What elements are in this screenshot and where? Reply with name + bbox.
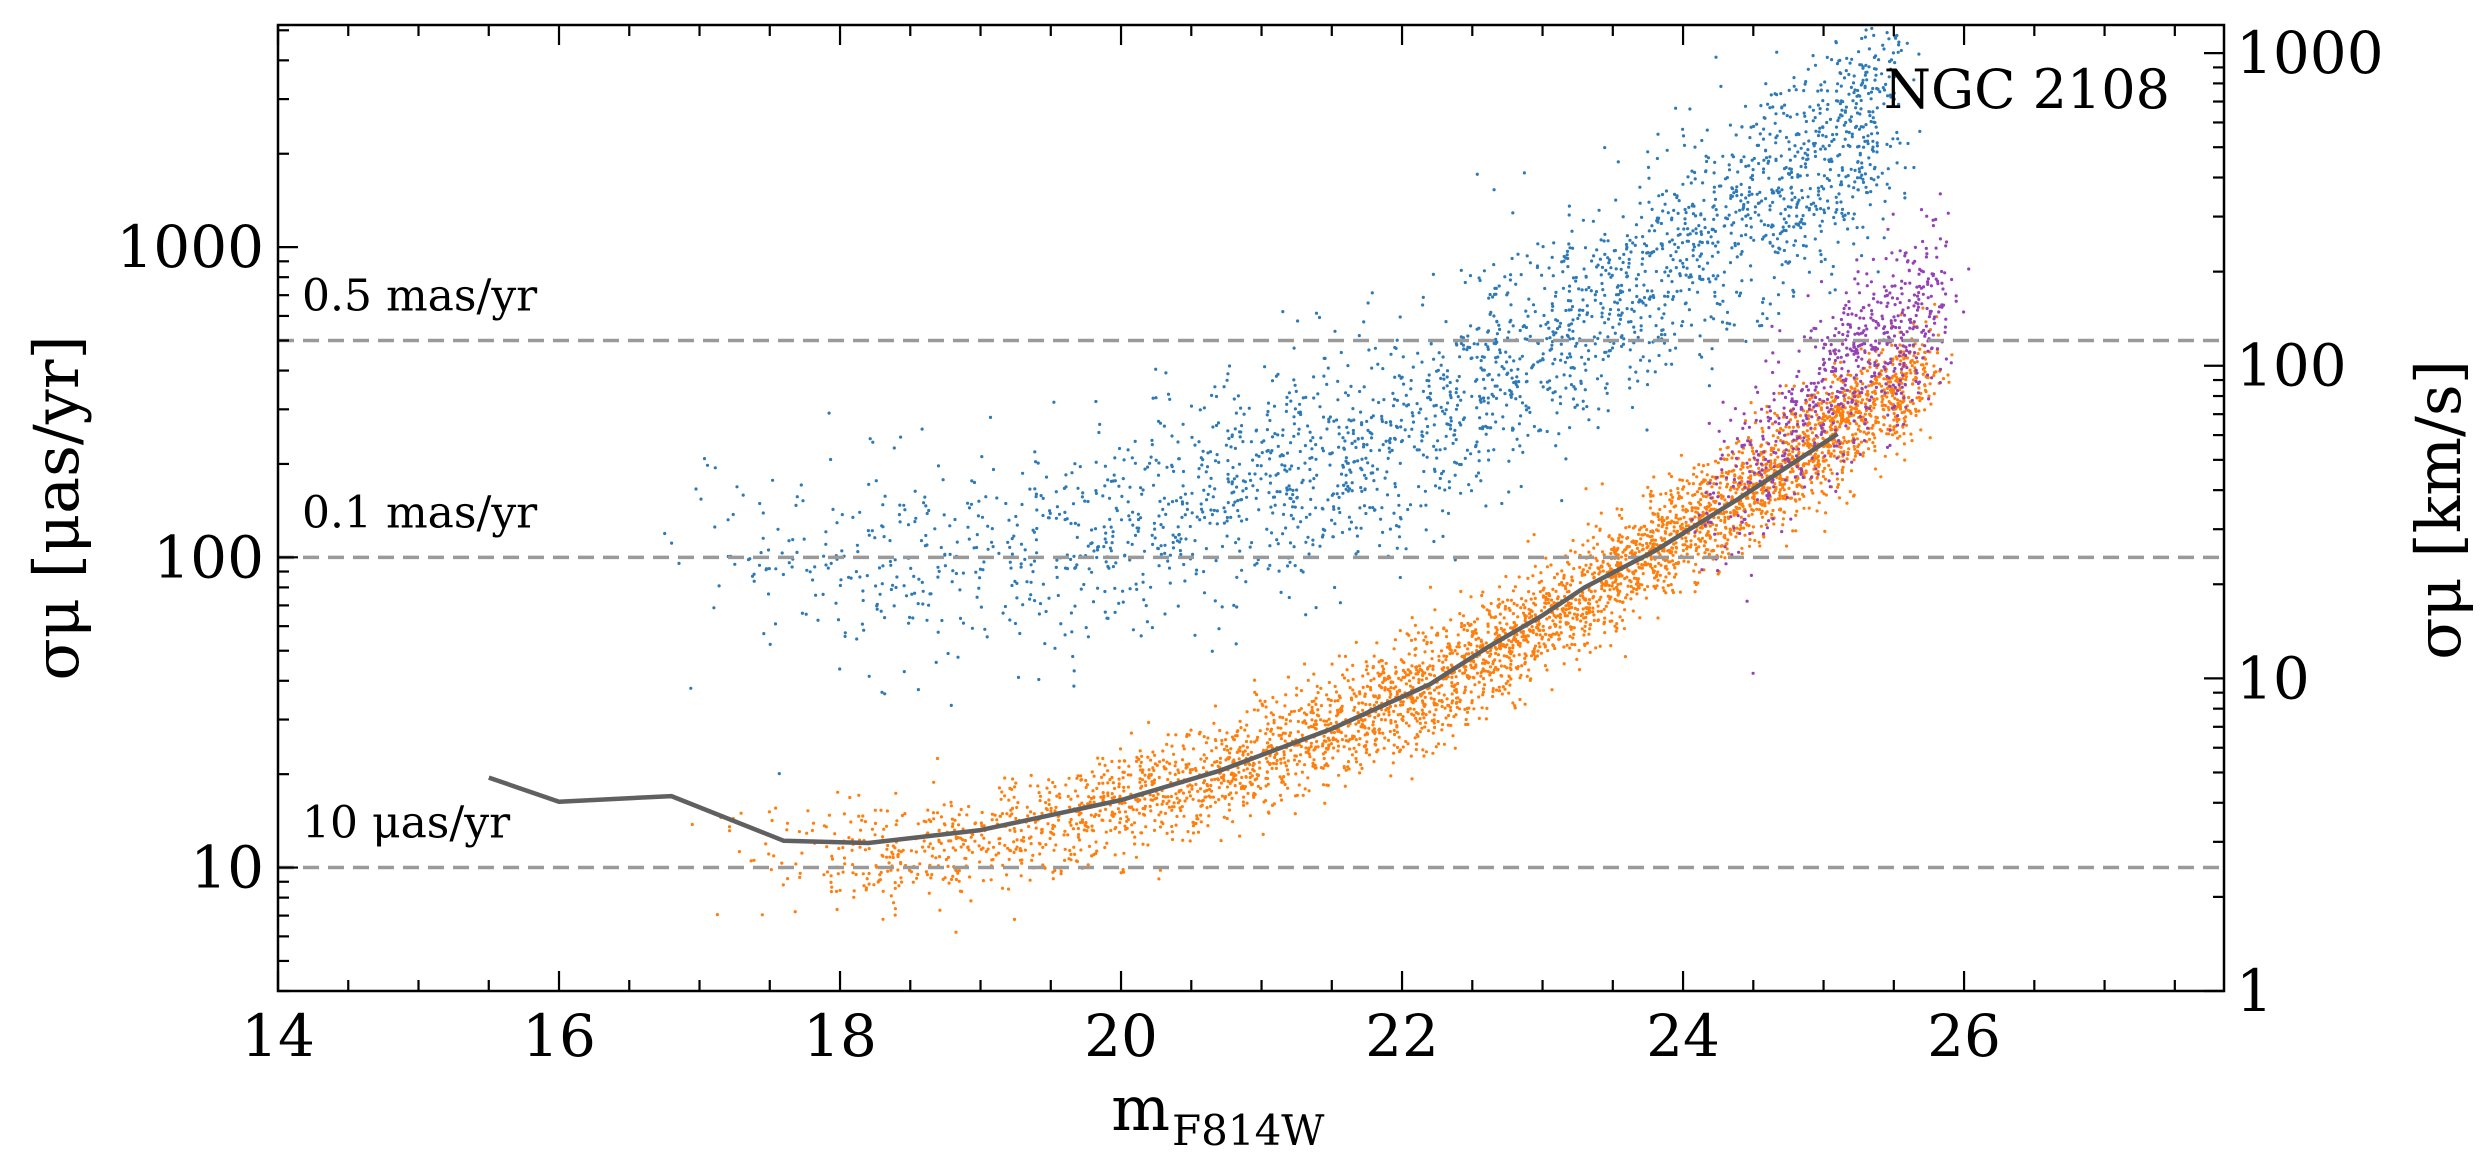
y-tick-label-right: 100 (2236, 332, 2347, 400)
scatter-series-0 (663, 26, 1922, 776)
y-tick-label-right: 1000 (2236, 19, 2384, 87)
y-tick-label-right: 10 (2236, 644, 2310, 712)
axis-ticks: 14 16 18 20 22 24 26 10 100 1000 1 10 100 1000 (116, 19, 2383, 1070)
y-tick-label-left: 1000 (116, 213, 264, 281)
median-curve (488, 432, 1839, 846)
x-tick-label: 20 (1084, 1002, 1158, 1070)
x-tick-label: 18 (803, 1002, 877, 1070)
chart-title: NGC 2108 (1884, 58, 2170, 121)
x-axis-label: m (1111, 1072, 1170, 1145)
x-tick-label: 22 (1365, 1002, 1439, 1070)
y-tick-label-left: 100 (153, 523, 264, 591)
reference-line-label-1: 0.1 mas/yr (302, 487, 538, 538)
reference-line-label-0: 0.5 mas/yr (302, 271, 538, 322)
y-tick-label-right: 1 (2236, 957, 2273, 1025)
scatter-points (663, 26, 1971, 934)
y-axis-label-right: σμ [km/s] (2402, 360, 2475, 660)
y-tick-label-left: 10 (190, 834, 264, 902)
x-axis-label-subscript: F814W (1172, 1106, 1325, 1155)
x-tick-label: 26 (1927, 1002, 2001, 1070)
y-axis-label-left: σμ [μas/yr] (20, 335, 93, 680)
reference-lines: 0.5 mas/yr 0.1 mas/yr 10 μas/yr (278, 271, 2224, 870)
x-tick-label: 16 (522, 1002, 596, 1070)
x-tick-label: 24 (1646, 1002, 1720, 1070)
x-tick-label: 14 (241, 1002, 315, 1070)
median-line (488, 432, 1839, 846)
reference-line-label-2: 10 μas/yr (302, 798, 511, 849)
plot-frame (276, 23, 2226, 993)
